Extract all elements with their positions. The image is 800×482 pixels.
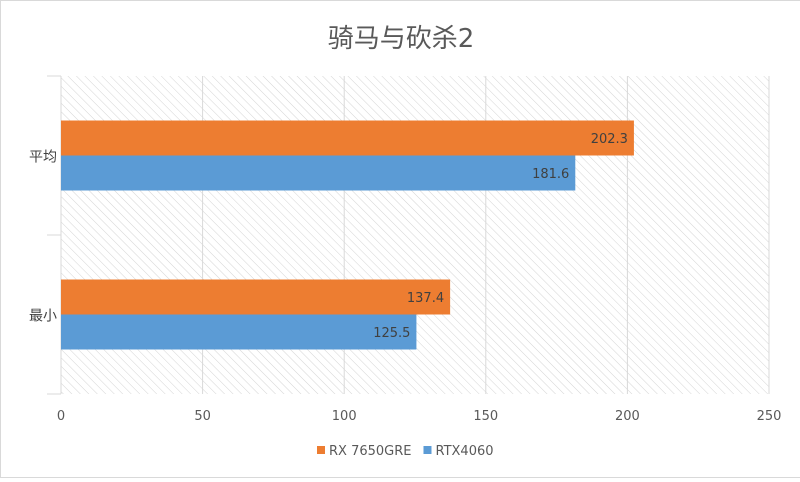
data-label: 202.3 [591, 132, 628, 147]
legend-swatch [317, 446, 325, 454]
x-tick-label: 200 [615, 409, 640, 424]
x-tick-label: 50 [194, 409, 211, 424]
data-label: 125.5 [373, 326, 410, 341]
legend-swatch [423, 446, 432, 454]
x-tick-label: 150 [473, 409, 498, 424]
legend-label: RTX4060 [435, 444, 493, 459]
category-label: 最小 [29, 309, 57, 325]
legend-label: RX 7650GRE [329, 444, 411, 459]
bar [61, 120, 634, 156]
chart-title: 骑马与砍杀2 [328, 24, 475, 54]
x-tick-label: 250 [757, 409, 782, 424]
x-tick-label: 0 [57, 409, 65, 424]
bar [61, 279, 451, 315]
data-label: 181.6 [532, 167, 569, 182]
bar [61, 314, 417, 350]
bar [61, 155, 576, 191]
category-label: 平均 [29, 150, 57, 166]
legend: RX 7650GRE RTX4060 [317, 444, 494, 459]
data-label: 137.4 [407, 291, 444, 306]
x-tick-label: 100 [332, 409, 357, 424]
